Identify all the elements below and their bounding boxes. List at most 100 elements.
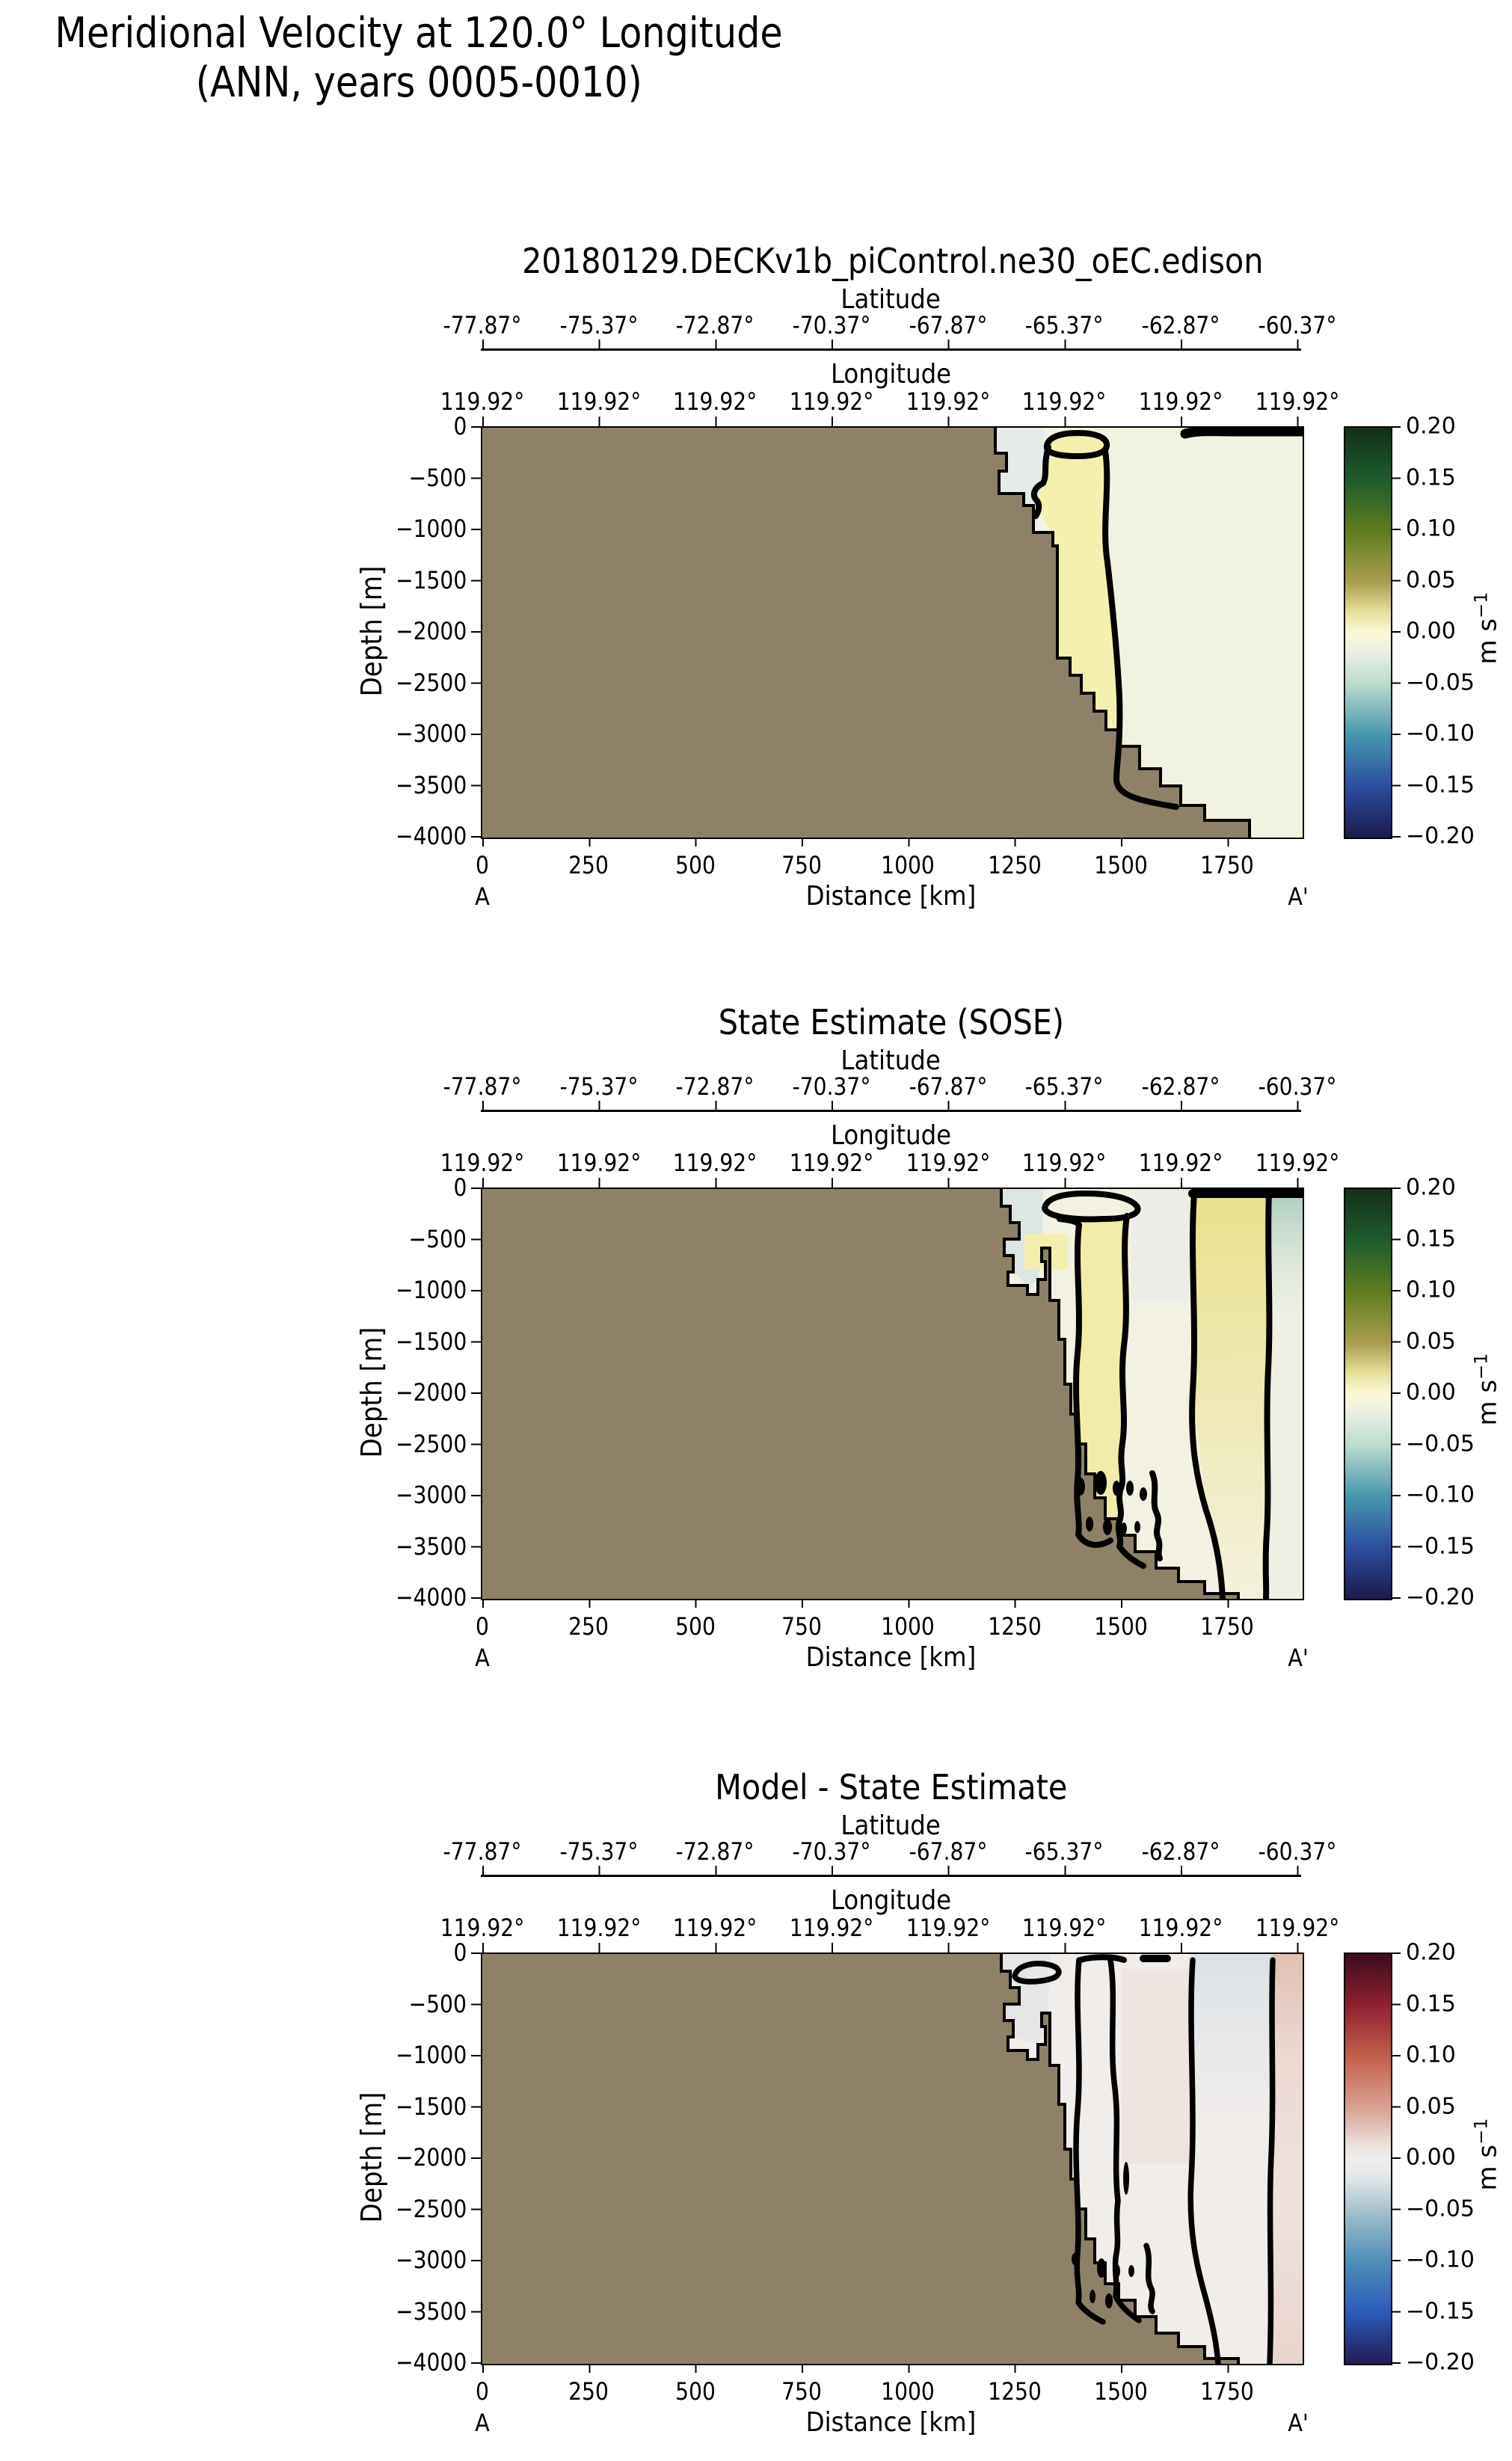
land-edge bbox=[994, 428, 1251, 838]
colorbar-tick-marks bbox=[1392, 426, 1401, 838]
colorbar-tick-label: 0.15 bbox=[1406, 1226, 1456, 1252]
figure-title-line2: (ANN, years 0005-0010) bbox=[195, 58, 642, 107]
distance-tick-label: 500 bbox=[674, 2377, 716, 2406]
zero-contours bbox=[1012, 1954, 1276, 2364]
colorbar-tick-label: −0.20 bbox=[1406, 2349, 1475, 2376]
latitude-axis-title: Latitude bbox=[840, 1810, 941, 1841]
panel-model: 20180129.DECKv1b_piControl.ne30_oEC.edis… bbox=[0, 224, 1512, 935]
distance-axis-title: Distance [km] bbox=[805, 1642, 977, 1673]
latitude-axis-spine bbox=[481, 1875, 1301, 1877]
longitude-tick-label: 119.92° bbox=[906, 1914, 990, 1942]
latitude-tick-label: -75.37° bbox=[559, 311, 639, 339]
colorbar-delta bbox=[1344, 1188, 1392, 1600]
latitude-tick-label: -77.87° bbox=[443, 1837, 522, 1866]
longitude-tick-label: 119.92° bbox=[556, 1914, 641, 1942]
depth-tick-label: −1500 bbox=[395, 1327, 467, 1356]
latitude-tick-label: -65.37° bbox=[1024, 1072, 1104, 1101]
latitude-tick-label: -60.37° bbox=[1258, 311, 1337, 339]
transect-start-label: A bbox=[475, 1644, 490, 1672]
depth-tick-label: −500 bbox=[408, 463, 467, 492]
latitude-tick-marks bbox=[482, 339, 1301, 348]
depth-tick-labels: 0 −500 −1000 −1500 −2000 −2500 −3000 −3500 −4000 bbox=[284, 412, 467, 850]
latitude-tick-label: -72.87° bbox=[675, 1837, 755, 1866]
longitude-tick-label: 119.92° bbox=[440, 387, 525, 416]
colorbar-tick-label: 0.00 bbox=[1406, 2144, 1456, 2171]
colorbar-unit-label: m s−1 bbox=[1470, 592, 1503, 665]
colorbar-tick-label: 0.05 bbox=[1406, 2093, 1456, 2119]
depth-tick-label: 0 bbox=[453, 1938, 467, 1967]
longitude-tick-label: 119.92° bbox=[1138, 1914, 1223, 1942]
difference-section-field bbox=[482, 1954, 1303, 2364]
depth-tick-label: −4000 bbox=[395, 1583, 467, 1612]
colorbar-tick-labels: 0.20 0.15 0.10 0.05 0.00 −0.05 −0.10 −0.15 −0.20 bbox=[1406, 1175, 1503, 1611]
distance-tick-label: 0 bbox=[476, 851, 489, 879]
panel-sose: State Estimate (SOSE) Latitude -77.87° -7… bbox=[0, 986, 1512, 1696]
longitude-tick-label: 119.92° bbox=[789, 1914, 874, 1942]
longitude-tick-label: 119.92° bbox=[672, 387, 757, 416]
latitude-tick-labels: -77.87° -75.37° -72.87° -70.37° -67.87° -65.3… bbox=[443, 1072, 1336, 1101]
longitude-axis-title: Longitude bbox=[830, 359, 952, 390]
transect-start-label: A bbox=[475, 2409, 490, 2437]
colorbar-tick-labels: 0.20 0.15 0.10 0.05 0.00 −0.05 −0.10 −0.15 −0.20 bbox=[1406, 1940, 1503, 2376]
distance-tick-marks bbox=[482, 838, 1301, 847]
distance-axis-title: Distance [km] bbox=[805, 2407, 977, 2438]
depth-tick-marks bbox=[471, 1188, 481, 1599]
depth-tick-label: −1000 bbox=[395, 2041, 467, 2069]
latitude-axis-spine bbox=[481, 348, 1301, 351]
figure-title-line1: Meridional Velocity at 120.0° Longitude bbox=[55, 9, 783, 58]
depth-tick-label: −2500 bbox=[395, 668, 467, 697]
distance-tick-label: 1500 bbox=[1094, 2377, 1148, 2406]
longitude-tick-label: 119.92° bbox=[1021, 387, 1107, 416]
colorbar-tick-label: 0.20 bbox=[1406, 413, 1456, 440]
longitude-tick-label: 119.92° bbox=[1138, 1149, 1223, 1177]
latitude-tick-marks bbox=[482, 1866, 1301, 1875]
longitude-tick-label: 119.92° bbox=[556, 387, 641, 416]
colorbar-tick-label: −0.20 bbox=[1406, 1584, 1475, 1611]
latitude-axis-title: Latitude bbox=[840, 284, 941, 315]
colorbar-tick-label: 0.10 bbox=[1406, 2041, 1456, 2068]
latitude-tick-label: -75.37° bbox=[559, 1072, 639, 1101]
distance-tick-labels: 0 250 500 750 1000 1250 1500 1750 bbox=[476, 2377, 1301, 2406]
colorbar-tick-label: 0.05 bbox=[1406, 1328, 1456, 1354]
longitude-tick-label: 119.92° bbox=[1255, 1914, 1339, 1942]
colorbar-tick-label: −0.10 bbox=[1406, 1481, 1475, 1508]
latitude-tick-label: -62.87° bbox=[1141, 311, 1220, 339]
colorbar-tick-label: −0.10 bbox=[1406, 720, 1475, 747]
distance-tick-label: 1250 bbox=[987, 2377, 1042, 2406]
depth-tick-marks bbox=[471, 1952, 481, 2364]
longitude-tick-label: 119.92° bbox=[672, 1914, 757, 1942]
sose-section-plot bbox=[481, 1188, 1304, 1600]
depth-tick-label: −1000 bbox=[395, 514, 467, 543]
latitude-tick-label: -67.87° bbox=[909, 1837, 988, 1866]
longitude-tick-label: 119.92° bbox=[672, 1149, 757, 1177]
depth-tick-label: −1500 bbox=[395, 2092, 467, 2121]
depth-tick-label: −3500 bbox=[395, 1531, 467, 1561]
transect-end-label: A' bbox=[1288, 882, 1309, 911]
transect-end-label: A' bbox=[1288, 2409, 1309, 2437]
sose-section-field bbox=[482, 1189, 1303, 1599]
colorbar-tick-label: −0.05 bbox=[1406, 2196, 1475, 2222]
plot-top-tick-marks bbox=[482, 1178, 1301, 1188]
distance-tick-label: 1500 bbox=[1094, 1612, 1148, 1641]
latitude-tick-label: -70.37° bbox=[792, 1837, 871, 1866]
distance-tick-label: 750 bbox=[781, 851, 822, 879]
zero-contours bbox=[1042, 1189, 1303, 1599]
closed-contour-cells bbox=[1072, 2162, 1134, 2308]
distance-tick-label: 1500 bbox=[1094, 851, 1148, 879]
colorbar-tick-marks bbox=[1392, 1188, 1401, 1599]
colorbar-tick-label: 0.00 bbox=[1406, 1379, 1456, 1406]
figure-title: Meridional Velocity at 120.0° Longitude … bbox=[0, 9, 838, 108]
depth-tick-label: −2000 bbox=[395, 1378, 467, 1407]
latitude-tick-label: -72.87° bbox=[675, 1072, 755, 1101]
latitude-tick-label: -77.87° bbox=[443, 311, 522, 339]
plot-top-tick-marks bbox=[482, 417, 1301, 426]
distance-tick-label: 1250 bbox=[987, 851, 1042, 879]
distance-tick-label: 1000 bbox=[881, 851, 935, 879]
distance-tick-label: 250 bbox=[568, 851, 609, 879]
colorbar-tick-label: −0.10 bbox=[1406, 2246, 1475, 2273]
colorbar-unit-label: m s−1 bbox=[1470, 1353, 1503, 1426]
distance-tick-label: 1750 bbox=[1200, 2377, 1255, 2406]
latitude-tick-labels: -77.87° -75.37° -72.87° -70.37° -67.87° -65.3… bbox=[443, 1837, 1336, 1866]
latitude-axis-title: Latitude bbox=[840, 1045, 941, 1076]
longitude-tick-label: 119.92° bbox=[789, 387, 874, 416]
